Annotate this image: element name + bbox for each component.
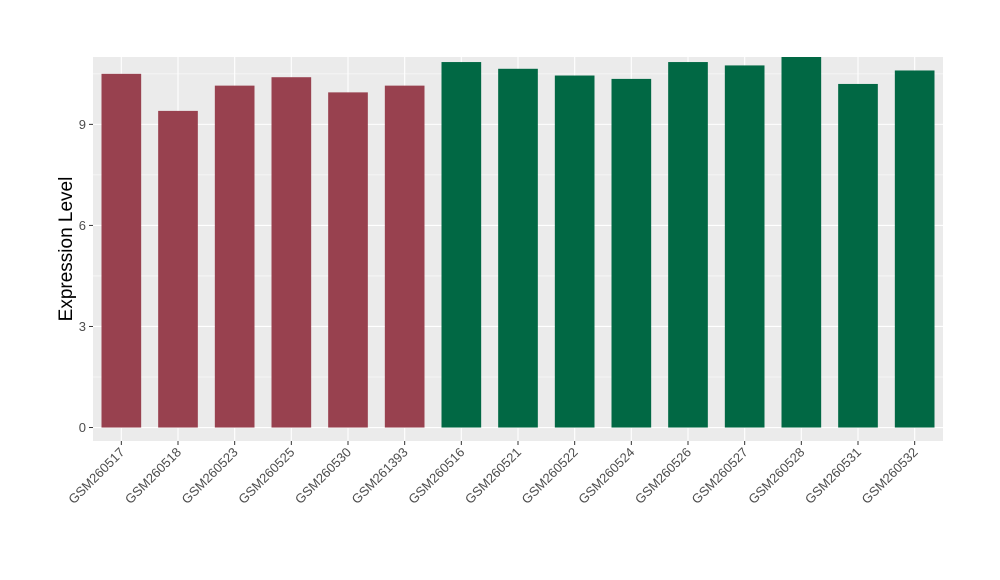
bar-GSM261393	[384, 85, 425, 428]
x-tick-label: GSM260532	[859, 445, 921, 507]
bar-GSM260516	[441, 62, 482, 428]
bar-GSM260521	[498, 68, 538, 428]
y-tick-label: 3	[79, 319, 86, 334]
x-tick-label: GSM260530	[292, 445, 354, 507]
x-tick-label: GSM260516	[405, 445, 467, 507]
y-tick-label: 6	[79, 218, 86, 233]
bar-GSM260532	[894, 70, 935, 428]
bar-GSM260526	[668, 62, 708, 428]
x-tick-label: GSM260517	[65, 445, 127, 507]
bar-GSM260531	[838, 83, 878, 428]
x-tick-label: GSM260526	[632, 445, 694, 507]
bar-GSM260523	[214, 85, 255, 428]
y-tick-label: 9	[79, 117, 86, 132]
bar-GSM260522	[554, 75, 595, 428]
x-tick-label: GSM260527	[689, 445, 751, 507]
y-axis: 0 3 6 9	[79, 117, 93, 435]
bar-GSM260518	[158, 110, 198, 428]
x-tick-label: GSM260522	[519, 445, 581, 507]
y-axis-title: Expression Level	[56, 177, 77, 322]
bar-GSM260530	[328, 92, 368, 428]
bar-GSM260528	[781, 57, 822, 428]
x-tick-label: GSM260521	[462, 445, 524, 507]
bar-GSM260524	[611, 78, 652, 428]
bar-GSM260525	[271, 77, 312, 428]
x-tick-label: GSM260525	[235, 445, 297, 507]
bars	[101, 57, 935, 428]
x-tick-label: GSM260524	[575, 445, 637, 507]
x-tick-label: GSM260523	[179, 445, 241, 507]
x-tick-label: GSM260518	[122, 445, 184, 507]
y-tick-label: 0	[79, 420, 86, 435]
x-axis: GSM260517GSM260518GSM260523GSM260525GSM2…	[65, 441, 921, 507]
x-tick-label: GSM261393	[349, 445, 411, 507]
x-tick-label: GSM260528	[745, 445, 807, 507]
bar-GSM260527	[724, 65, 765, 428]
x-tick-label: GSM260531	[802, 445, 864, 507]
bar-GSM260517	[101, 73, 142, 428]
